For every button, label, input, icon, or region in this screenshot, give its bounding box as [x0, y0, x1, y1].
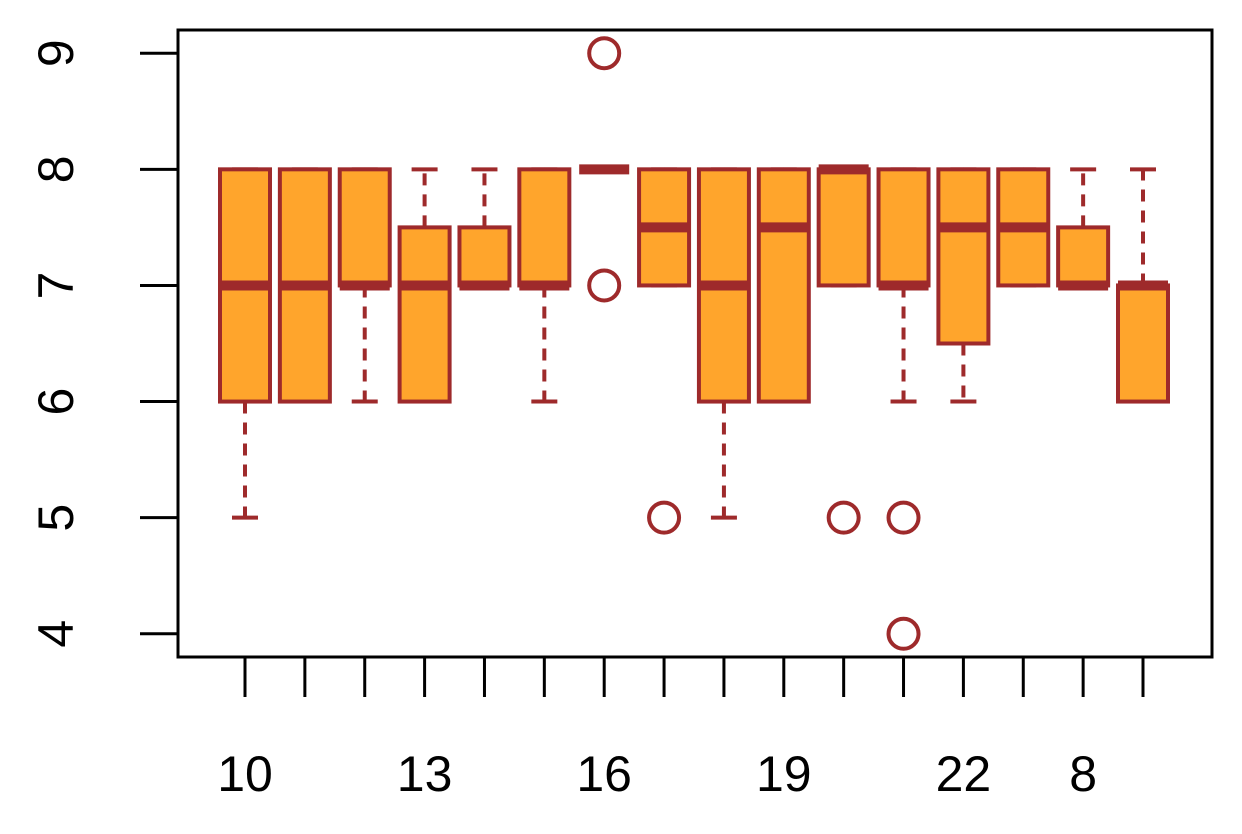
box — [337, 167, 392, 288]
x-tick-label: 16 — [576, 746, 632, 802]
box — [457, 225, 512, 288]
x-tick-label: 19 — [756, 746, 812, 802]
x-tick-label: 13 — [397, 746, 453, 802]
outlier — [826, 500, 861, 535]
box — [397, 225, 452, 404]
box — [756, 167, 811, 404]
outlier — [587, 268, 622, 303]
box — [1056, 225, 1111, 288]
x-tick-label: 22 — [936, 746, 992, 802]
x-tick-label: 10 — [217, 746, 273, 802]
outlier — [886, 500, 921, 535]
outlier — [886, 616, 921, 651]
y-tick-label: 5 — [28, 504, 84, 532]
outlier — [647, 500, 682, 535]
box — [816, 167, 871, 288]
box — [1116, 283, 1170, 404]
outlier — [587, 36, 622, 71]
box — [517, 167, 572, 288]
y-tick-label: 9 — [28, 39, 84, 67]
y-tick-label: 6 — [28, 388, 84, 416]
plot-frame — [176, 28, 1214, 659]
y-tick-label: 4 — [28, 620, 84, 648]
x-tick-label: 8 — [1069, 746, 1097, 802]
box — [876, 167, 931, 288]
y-tick-label: 7 — [28, 272, 84, 300]
box — [936, 167, 991, 346]
y-tick-label: 8 — [28, 155, 84, 183]
